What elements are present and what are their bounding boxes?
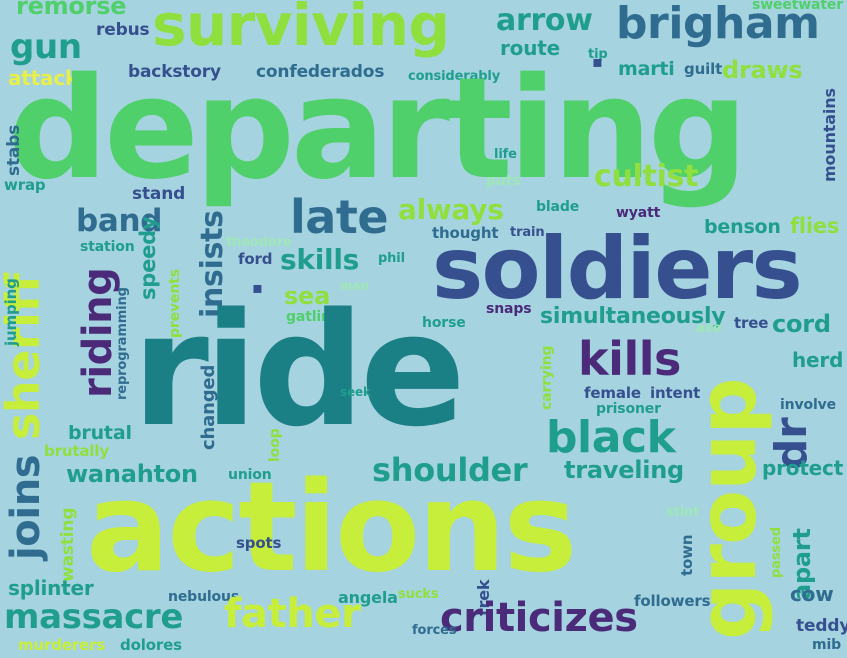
word-dolores: dolores xyxy=(120,636,182,654)
word-attacks: attacks xyxy=(8,66,90,90)
word-station: station xyxy=(80,239,135,255)
word-band: band xyxy=(76,203,163,239)
word-stabs: stabs xyxy=(4,124,24,176)
word-late: late xyxy=(290,190,389,244)
word-protect: protect xyxy=(762,456,844,480)
word-man: man xyxy=(340,279,369,293)
word-surviving: surviving xyxy=(152,0,450,59)
word-nebulous: nebulous xyxy=(168,589,240,605)
word-tree: tree xyxy=(734,314,769,332)
word-murderers: murderers xyxy=(18,636,106,654)
word-shoulder: shoulder xyxy=(372,451,528,489)
word-remorse: remorse xyxy=(16,0,127,20)
word-simultaneously: simultaneously xyxy=(540,304,726,329)
word-confederados: confederados xyxy=(256,62,385,82)
word-female: female xyxy=(584,384,641,402)
word-guilt: guilt xyxy=(684,60,723,78)
word-followers: followers xyxy=(634,592,711,610)
word-involve: involve xyxy=(780,397,836,413)
word-marti: marti xyxy=(618,58,675,80)
word-riding: riding xyxy=(75,267,121,399)
word-angela: angela xyxy=(338,588,398,607)
word-joins: joins xyxy=(3,454,49,560)
word-forces: forces xyxy=(412,623,457,638)
word-cultist: cultist xyxy=(594,159,699,194)
word-skills: skills xyxy=(280,243,360,276)
word-father: father xyxy=(224,591,361,637)
word-wanahton: wanahton xyxy=(66,460,198,488)
word-intent: intent xyxy=(650,384,701,402)
word-splinter: splinter xyxy=(8,576,94,600)
word-herd: herd xyxy=(792,348,844,372)
word-union: union xyxy=(228,467,272,483)
square-mark-2: ▪ xyxy=(252,278,263,297)
word-cord: cord xyxy=(772,310,831,338)
word-massacre: massacre xyxy=(4,597,184,637)
word-flies: flies xyxy=(790,214,840,238)
word-route: route xyxy=(500,36,560,60)
word-town: town xyxy=(678,534,696,576)
word-ford: ford xyxy=(238,250,273,268)
word-life: life xyxy=(494,147,517,162)
word-actions: actions xyxy=(86,456,577,600)
word-traveling: traveling xyxy=(564,456,684,484)
word-brutally: brutally xyxy=(44,442,109,460)
word-wrap: wrap xyxy=(4,176,46,194)
word-ride: ride xyxy=(132,279,466,461)
word-blade: blade xyxy=(536,199,580,215)
word-mountains: mountains xyxy=(820,88,839,182)
word-black: black xyxy=(546,412,676,463)
word-criticizes: criticizes xyxy=(440,595,638,641)
word-backstory: backstory xyxy=(128,62,221,82)
word-axe: axe xyxy=(696,321,722,336)
word-gun: gun xyxy=(10,27,82,67)
word-sea: sea xyxy=(284,282,331,310)
word-rebus: rebus xyxy=(96,20,150,40)
word-considerably: considerably xyxy=(408,69,501,84)
word-thought: thought xyxy=(432,224,499,242)
word-sucks: sucks xyxy=(398,587,439,602)
word-brigham: brigham xyxy=(616,0,820,49)
word-prisoner: prisoner xyxy=(596,401,661,417)
word-spots: spots xyxy=(236,534,282,552)
word-tip: tip xyxy=(588,47,608,62)
word-draws: draws xyxy=(722,56,803,84)
word-horse: horse xyxy=(422,315,466,331)
word-always: always xyxy=(398,193,504,226)
word-stand: stand xyxy=(132,184,186,204)
word-wyatt: wyatt xyxy=(616,205,661,221)
word-arrow: arrow xyxy=(496,3,593,38)
word-kills: kills xyxy=(578,332,681,386)
word-puts: puts xyxy=(486,173,521,189)
word-phil: phil xyxy=(378,251,405,266)
word-seek: seek xyxy=(340,385,371,399)
word-soldiers: soldiers xyxy=(432,219,803,319)
word-teddy: teddy xyxy=(796,616,847,636)
word-changed: changed xyxy=(198,364,219,450)
word-wasting: wasting xyxy=(58,507,78,582)
word-benson: benson xyxy=(704,216,781,238)
word-train: train xyxy=(510,225,545,240)
word-gatling: gatling xyxy=(286,309,341,325)
word-theodore: theodore xyxy=(226,235,292,250)
word-mib: mib xyxy=(812,637,841,653)
word-passed: passed xyxy=(769,527,784,578)
word-reprogramming: reprogramming xyxy=(115,287,130,400)
word-sweetwater: sweetwater xyxy=(752,0,844,13)
word-brutal: brutal xyxy=(68,422,132,444)
word-jumping: jumping xyxy=(2,278,20,346)
word-carrying: carrying xyxy=(539,345,555,410)
word-snaps: snaps xyxy=(486,301,532,317)
square-mark-1: ▪ xyxy=(592,52,603,71)
word-cow: cow xyxy=(790,582,834,606)
word-stint: stint xyxy=(666,505,700,520)
word-departing: departing xyxy=(8,48,748,211)
